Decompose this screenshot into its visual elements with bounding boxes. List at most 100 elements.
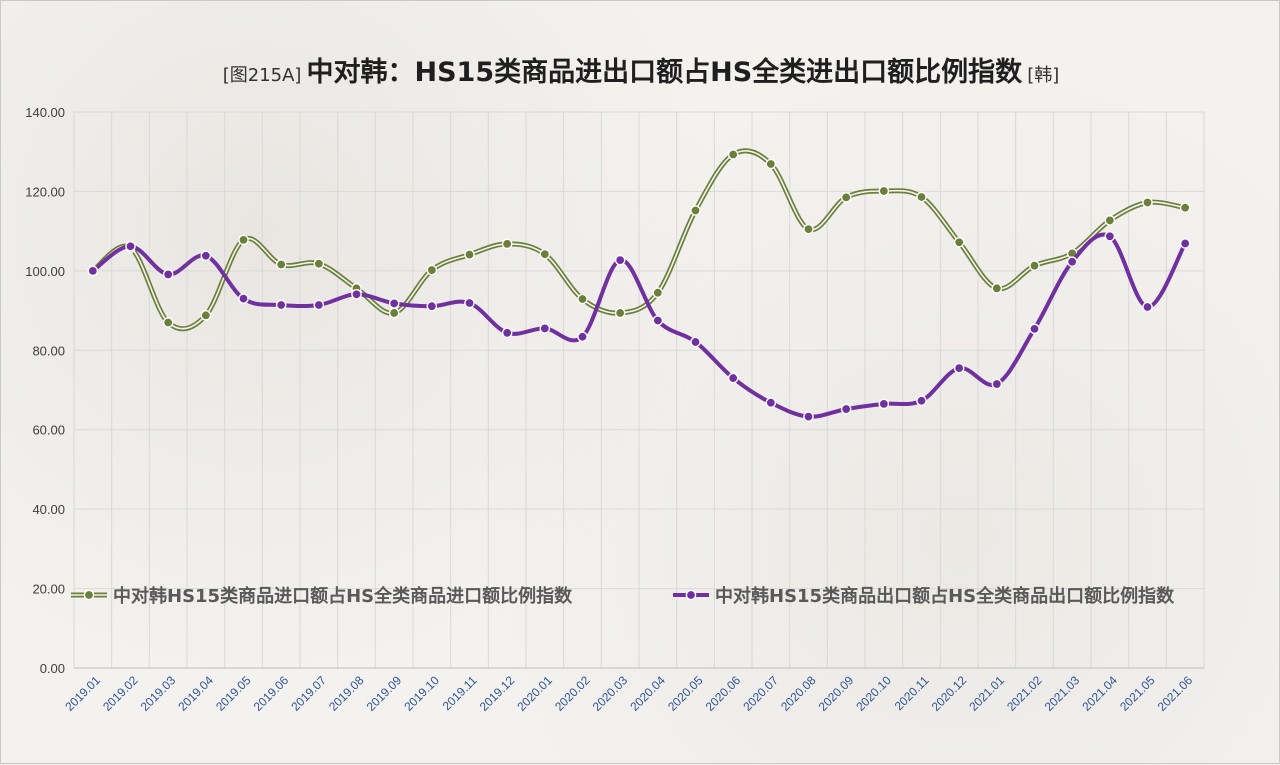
export-point <box>200 250 212 262</box>
export-point <box>426 300 438 312</box>
x-tick-label: 2020.10 <box>853 673 894 714</box>
import-point <box>501 238 513 250</box>
x-tick-label: 2020.12 <box>929 673 970 714</box>
legend-item: 中对韩HS15类商品进口额占HS全类商品进口额比例指数 <box>71 585 573 607</box>
legend-label: 中对韩HS15类商品出口额占HS全类商品出口额比例指数 <box>715 585 1175 607</box>
export-point <box>1179 238 1191 249</box>
x-tick-label: 2020.08 <box>778 673 819 714</box>
export-point <box>539 323 551 334</box>
import-point <box>765 158 777 170</box>
series-lines <box>87 148 1191 422</box>
x-tick-label: 2019.02 <box>100 673 141 714</box>
x-tick-label: 2019.09 <box>364 673 405 714</box>
import-point <box>916 191 927 203</box>
export-point <box>577 331 588 343</box>
export-point <box>501 327 513 339</box>
legend-swatch-marker <box>685 589 697 601</box>
export-point <box>803 411 814 422</box>
export-point <box>351 288 362 300</box>
export-point <box>727 372 739 384</box>
x-tick-label: 2019.07 <box>288 673 329 714</box>
x-tick-label: 2021.01 <box>966 673 1007 714</box>
x-tick-label: 2021.03 <box>1042 673 1083 714</box>
export-point <box>87 265 99 277</box>
export-point <box>652 315 664 326</box>
export-point <box>313 299 325 311</box>
legend-label: 中对韩HS15类商品进口额占HS全类商品进口额比例指数 <box>113 585 573 607</box>
legend: 中对韩HS15类商品进口额占HS全类商品进口额比例指数 中对韩HS15类商品出口额… <box>71 585 1175 607</box>
grid <box>73 111 1205 669</box>
import-point <box>1179 202 1191 214</box>
import-point <box>652 287 664 299</box>
export-point <box>1029 323 1040 335</box>
export-point <box>878 398 890 410</box>
y-tick-label: 80.00 <box>32 343 65 358</box>
y-tick-label: 0.00 <box>40 661 65 676</box>
x-tick-label: 2021.04 <box>1079 673 1120 714</box>
import-point <box>953 236 965 248</box>
x-tick-label: 2019.08 <box>326 673 367 714</box>
legend-item: 中对韩HS15类商品出口额占HS全类商品出口额比例指数 <box>673 585 1175 607</box>
x-tick-label: 2020.07 <box>740 673 781 714</box>
x-tick-label: 2021.02 <box>1004 673 1045 714</box>
y-tick-label: 140.00 <box>25 105 65 120</box>
x-tick-label: 2020.09 <box>816 673 857 714</box>
export-point <box>1142 301 1153 313</box>
x-tick-label: 2020.03 <box>590 673 631 714</box>
import-point <box>275 259 287 270</box>
export-point <box>125 240 136 252</box>
y-tick-label: 120.00 <box>25 184 65 199</box>
axes: 0.00 20.00 40.00 60.00 80.00 100.00 120.00 140.… <box>25 105 1204 714</box>
import-point <box>313 258 325 270</box>
x-tick-label: 2019.06 <box>251 673 292 714</box>
export-point <box>690 336 701 348</box>
import-point <box>1029 260 1040 271</box>
x-tick-label: 2019.10 <box>401 673 442 714</box>
title-prefix: [图215A] <box>223 65 302 86</box>
title-suffix: [韩] <box>1027 65 1059 86</box>
x-tick-label: 2020.01 <box>514 673 555 714</box>
export-point <box>238 293 249 304</box>
x-tick-label: 2020.05 <box>665 673 706 714</box>
x-tick-label: 2020.06 <box>703 673 744 714</box>
chart-title: [图215A] 中对韩：HS15类商品进出口额占HS全类进出口额比例指数 [韩] <box>223 56 1060 88</box>
x-tick-label: 2019.03 <box>138 673 179 714</box>
import-point <box>840 192 852 203</box>
import-point <box>426 264 438 276</box>
export-point <box>953 362 965 374</box>
y-tick-label: 40.00 <box>32 502 65 517</box>
x-tick-label: 2020.11 <box>892 673 932 713</box>
import-point <box>1104 215 1116 226</box>
export-point <box>1104 231 1116 242</box>
export-point <box>464 297 475 309</box>
export-point <box>162 269 174 280</box>
import-point <box>162 317 174 328</box>
y-tick-label: 20.00 <box>32 582 65 597</box>
import-point <box>388 307 400 319</box>
export-point <box>765 397 777 409</box>
export-point <box>916 395 927 407</box>
import-point <box>464 249 475 260</box>
x-tick-label: 2019.01 <box>62 673 103 714</box>
x-tick-label: 2020.04 <box>627 673 668 714</box>
export-point <box>614 254 626 266</box>
export-point <box>991 378 1003 390</box>
import-point <box>200 310 212 321</box>
export-point <box>275 299 287 311</box>
x-tick-label: 2019.11 <box>440 673 480 713</box>
import-point <box>577 293 588 305</box>
x-tick-label: 2019.12 <box>477 673 518 714</box>
import-point <box>614 307 626 319</box>
x-tick-label: 2019.05 <box>213 673 254 714</box>
export-point <box>840 403 852 415</box>
y-tick-label: 100.00 <box>25 264 65 279</box>
import-point <box>727 149 739 160</box>
import-point <box>803 223 814 235</box>
y-tick-label: 60.00 <box>32 423 65 438</box>
import-point <box>539 248 551 260</box>
x-tick-label: 2020.02 <box>552 673 593 714</box>
import-point <box>991 283 1003 294</box>
x-tick-label: 2019.04 <box>175 673 216 714</box>
